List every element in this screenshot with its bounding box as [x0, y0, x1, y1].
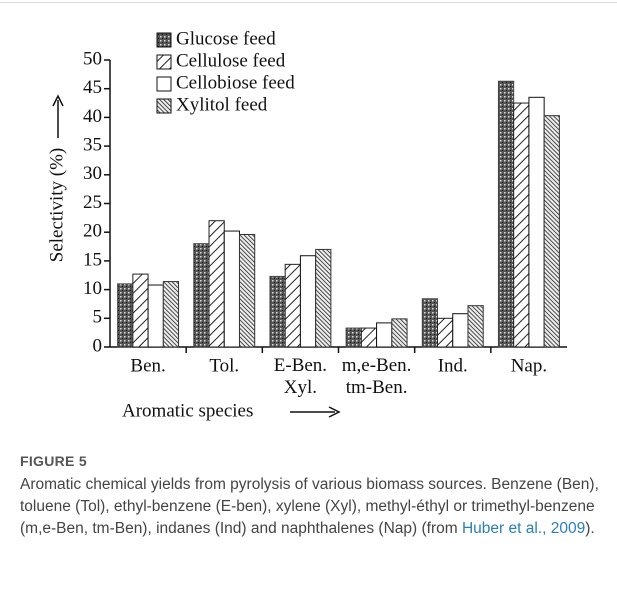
- x-tick-label: Tol.: [209, 355, 239, 376]
- bar: [162, 281, 180, 348]
- bar: [467, 305, 484, 348]
- x-tick-label: Nap.: [511, 355, 547, 376]
- bar: [421, 298, 439, 348]
- y-tick-label: 50: [83, 48, 102, 69]
- caption-end: ).: [585, 520, 595, 537]
- bar: [147, 284, 164, 348]
- legend-swatch: [156, 76, 172, 92]
- bar: [132, 273, 149, 348]
- bar: [376, 322, 393, 348]
- x-tick-label: m,e-Ben. tm-Ben.: [342, 355, 412, 398]
- y-tick-label: 5: [93, 307, 103, 328]
- x-tick-label: Ind.: [438, 355, 468, 376]
- border: [0, 2, 617, 3]
- legend-swatch: [156, 32, 172, 48]
- bar: [223, 230, 240, 348]
- y-tick-label: 40: [83, 106, 102, 127]
- bar: [299, 255, 317, 348]
- bar: [452, 313, 469, 348]
- x-tick-label: E-Ben. Xyl.: [274, 355, 327, 398]
- caption: Aromatic chemical yields from pyrolysis …: [20, 476, 599, 537]
- bar: [269, 275, 286, 348]
- arrow-head: [328, 406, 341, 418]
- bar: [391, 318, 408, 348]
- bar: [528, 96, 545, 348]
- bar: [117, 283, 134, 348]
- legend-label: Glucose feed: [176, 28, 276, 49]
- bar: [437, 317, 454, 348]
- y-tick-label: 0: [93, 335, 103, 356]
- y-tick-label: 15: [83, 249, 102, 270]
- citation-link[interactable]: Huber et al., 2009: [461, 520, 586, 537]
- y-tick-label: 30: [83, 163, 102, 184]
- bar: [193, 243, 210, 348]
- bar: [345, 327, 362, 348]
- x-tick-label: Ben.: [130, 355, 165, 376]
- legend-label: Xylitol feed: [176, 94, 268, 115]
- bar: [315, 248, 332, 348]
- chart: Selectivity (%) Aromatic species 0 5 10 15 2…: [46, 28, 567, 421]
- caption-block: FIGURE 5 Aromatic chemical yields from p…: [20, 450, 605, 540]
- bar: [208, 220, 225, 348]
- y-tick-label: 20: [83, 221, 102, 242]
- legend-swatch: [156, 98, 172, 114]
- legend-label: Cellobiose feed: [176, 72, 295, 93]
- y-tick-label: 35: [83, 134, 102, 155]
- legend-swatch: [156, 54, 172, 70]
- arrow-head: [52, 94, 64, 107]
- y-axis-label: Selectivity (%): [46, 148, 67, 263]
- x-axis-label: Aromatic species: [122, 400, 253, 421]
- bar: [360, 327, 378, 348]
- bar: [543, 115, 560, 348]
- y-tick-label: 45: [83, 77, 102, 98]
- bar: [497, 80, 515, 348]
- y-tick-label: 10: [83, 278, 102, 299]
- figure-label: FIGURE 5: [20, 453, 87, 469]
- y-tick-label: 25: [83, 192, 102, 213]
- bar: [238, 233, 256, 348]
- legend-label: Cellulose feed: [176, 50, 286, 71]
- bar: [284, 263, 301, 348]
- bar: [513, 102, 530, 348]
